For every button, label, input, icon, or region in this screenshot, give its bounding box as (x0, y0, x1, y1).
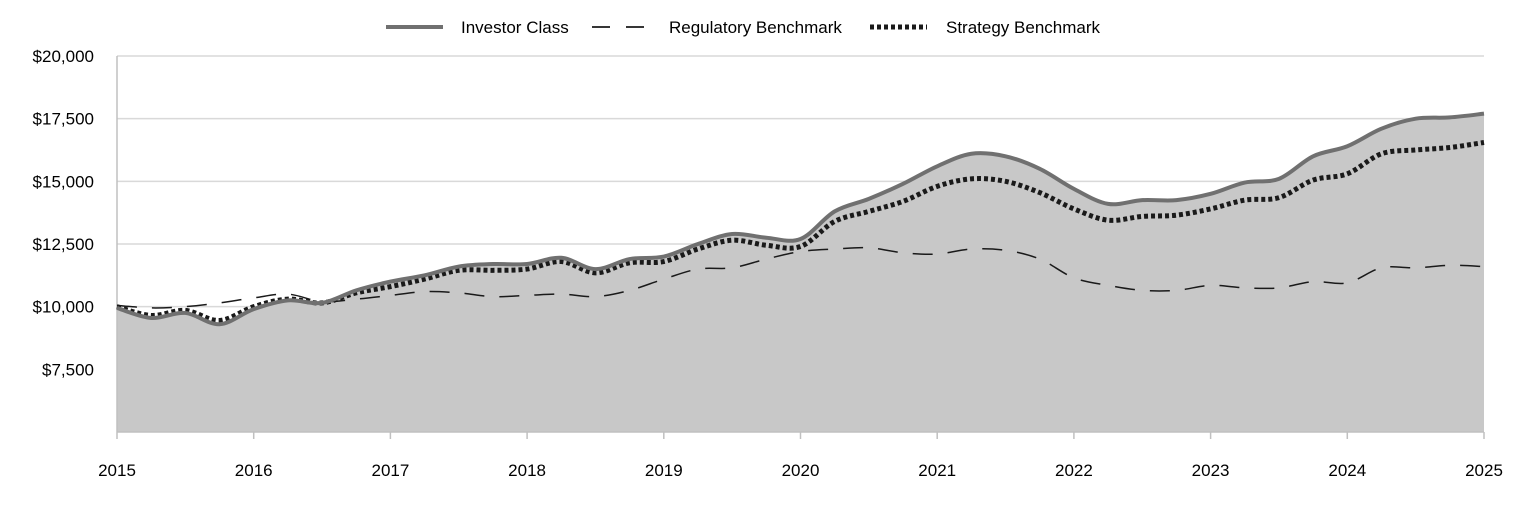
x-tick-label: 2021 (918, 461, 956, 480)
x-tick-label: 2024 (1328, 461, 1366, 480)
y-tick-label: $12,500 (33, 235, 94, 254)
y-tick-label: $7,500 (42, 360, 94, 379)
investor-class-area (117, 113, 1484, 433)
x-tick-label: 2022 (1055, 461, 1093, 480)
x-tick-label: 2019 (645, 461, 683, 480)
y-axis-tick-labels: $7,500 $10,000 $12,500 $15,000 $17,500 $20,00… (33, 47, 94, 379)
x-tick-label: 2018 (508, 461, 546, 480)
x-tick-label: 2015 (98, 461, 136, 480)
legend-label-regulatory-benchmark: Regulatory Benchmark (669, 18, 842, 37)
x-tick-label: 2023 (1192, 461, 1230, 480)
series-line-regulatory-benchmark (116, 246, 1485, 309)
x-tick-label: 2017 (371, 461, 409, 480)
series-lines (116, 111, 1485, 327)
y-tick-label: $17,500 (33, 110, 94, 129)
x-tick-label: 2016 (235, 461, 273, 480)
axes (116, 56, 1485, 439)
legend: Investor Class Regulatory Benchmark Stra… (386, 18, 1101, 37)
legend-label-investor-class: Investor Class (461, 18, 569, 37)
legend-label-strategy-benchmark: Strategy Benchmark (946, 18, 1101, 37)
series-line-investor-class (116, 111, 1485, 327)
y-tick-label: $10,000 (33, 298, 94, 317)
x-tick-label: 2020 (782, 461, 820, 480)
y-tick-label: $15,000 (33, 172, 94, 191)
investor-class-area-fill (117, 113, 1484, 433)
y-tick-label: $20,000 (33, 47, 94, 66)
series-line-strategy-benchmark (116, 140, 1485, 323)
x-tick-label: 2025 (1465, 461, 1503, 480)
x-axis-tick-labels: 2015 2016 2017 2018 2019 2020 2021 2022 2023 2024… (98, 461, 1503, 480)
